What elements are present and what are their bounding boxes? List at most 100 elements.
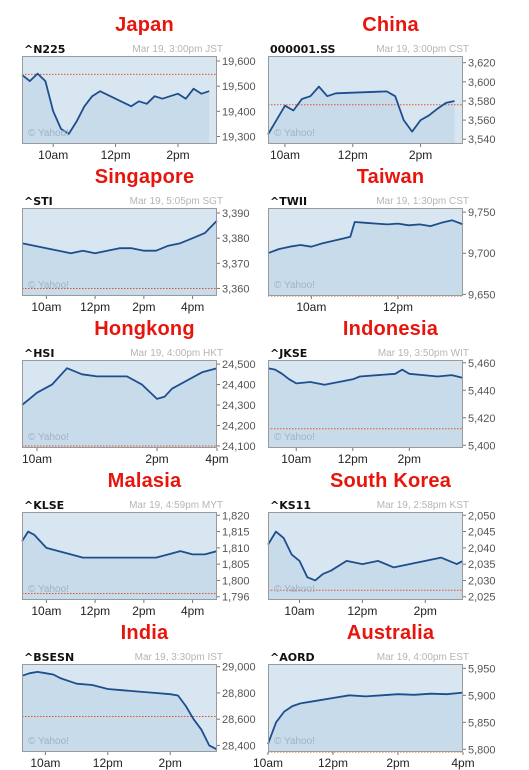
price-series-line — [21, 671, 218, 751]
chart-panel-indonesia[interactable]: Indonesia ^JKSE Mar 19, 3:50pm WIT © Yahoo!… — [267, 316, 513, 466]
line-chart: © Yahoo! 5,460 5,440 5,420 5,400 10am 12pm 2pm — [267, 358, 496, 466]
ticker-symbol: ^TWII — [270, 195, 308, 208]
quote-timestamp: Mar 19, 3:30pm IST — [134, 652, 223, 663]
quote-timestamp: Mar 19, 3:50pm WIT — [377, 348, 469, 359]
x-tick-label: 10am — [31, 604, 61, 618]
y-tick-label: 5,460 — [468, 358, 496, 370]
y-tick-label: 5,950 — [468, 663, 496, 675]
x-tick-label: 2pm — [132, 300, 155, 314]
line-chart: © Yahoo! 2,050 2,045 2,040 2,035 2,030 2,025 10… — [267, 510, 496, 618]
price-series-line — [267, 367, 464, 386]
chart-panel-india[interactable]: India ^BSESN Mar 19, 3:30pm IST © Yahoo! 29,… — [21, 620, 267, 770]
y-tick-label: 19,400 — [222, 106, 256, 118]
plot-border — [22, 512, 217, 600]
area-fill — [268, 220, 463, 296]
price-series-line — [21, 72, 210, 135]
y-tick-label: 5,440 — [468, 385, 496, 397]
yahoo-watermark: © Yahoo! — [274, 280, 315, 291]
country-title: China — [362, 14, 419, 36]
line-chart: © Yahoo! 24,500 24,400 24,300 24,200 24,100 10… — [21, 359, 256, 466]
x-tick-label: 2pm — [132, 604, 155, 618]
chart-panel-malasia[interactable]: Malasia ^KLSE Mar 19, 4:59pm MYT © Yahoo! 1,… — [21, 468, 267, 618]
x-tick-label: 2pm — [414, 604, 437, 618]
y-tick-label: 24,500 — [222, 359, 256, 371]
y-tick-label: 3,580 — [468, 96, 496, 108]
area-fill — [268, 531, 463, 600]
country-title: India — [120, 622, 169, 644]
line-chart: © Yahoo! 29,000 28,800 28,600 28,400 10am 12pm… — [21, 662, 256, 770]
yahoo-watermark: © Yahoo! — [274, 584, 315, 595]
y-tick-label: 2,030 — [468, 575, 496, 587]
chart-panel-japan[interactable]: Japan ^N225 Mar 19, 3:00pm JST © Yahoo! 19,6… — [21, 12, 267, 162]
plot-border — [22, 664, 217, 752]
country-title: Singapore — [94, 166, 195, 188]
plot-border — [22, 56, 217, 144]
quote-timestamp: Mar 19, 4:00pm HKT — [130, 348, 223, 359]
area-fill — [22, 73, 210, 144]
y-tick-label: 3,560 — [468, 115, 496, 127]
country-title: Hongkong — [94, 318, 195, 340]
chart-panel-south-korea[interactable]: South Korea ^KS11 Mar 19, 2:58pm KST © Yaho… — [267, 468, 513, 618]
x-tick-label: 4pm — [451, 756, 474, 770]
y-tick-label: 2,040 — [468, 543, 496, 555]
x-tick-label: 10am — [30, 756, 60, 770]
ticker-symbol: ^HSI — [24, 347, 55, 360]
country-title: Japan — [115, 14, 174, 36]
y-tick-label: 3,600 — [468, 77, 496, 89]
price-series-line — [267, 219, 464, 255]
chart-panel-australia[interactable]: Australia ^AORD Mar 19, 4:00pm EST © Yahoo!… — [253, 620, 513, 770]
y-tick-label: 9,650 — [468, 289, 496, 301]
line-chart: © Yahoo! 1,820 1,815 1,810 1,805 1,800 1,796 10… — [21, 510, 250, 618]
y-tick-label: 19,300 — [222, 131, 256, 143]
quote-timestamp: Mar 19, 3:00pm CST — [376, 44, 469, 55]
x-tick-label: 10am — [38, 148, 68, 162]
y-tick-label: 3,360 — [222, 283, 250, 295]
x-tick-label: 2pm — [159, 756, 182, 770]
x-tick-label: 10am — [22, 452, 52, 466]
y-tick-label: 28,800 — [222, 688, 256, 700]
y-tick-label: 3,390 — [222, 208, 250, 220]
y-tick-label: 28,400 — [222, 740, 256, 752]
yahoo-watermark: © Yahoo! — [28, 432, 69, 443]
y-tick-label: 2,035 — [468, 559, 496, 571]
x-tick-label: 10am — [270, 148, 300, 162]
y-tick-label: 19,500 — [222, 81, 256, 93]
chart-panel-taiwan[interactable]: Taiwan ^TWII Mar 19, 1:30pm CST © Yahoo! 9,7… — [267, 164, 513, 314]
ticker-symbol: ^JKSE — [270, 347, 308, 360]
y-tick-label: 9,750 — [468, 207, 496, 219]
ticker-symbol: ^N225 — [24, 43, 66, 56]
price-series-line — [21, 219, 218, 255]
ticker-symbol: ^BSESN — [24, 651, 75, 664]
x-tick-label: 12pm — [347, 604, 377, 618]
x-tick-label: 12pm — [338, 148, 368, 162]
x-tick-label: 2pm — [409, 148, 432, 162]
y-tick-label: 1,810 — [222, 543, 250, 555]
country-title: Taiwan — [356, 166, 425, 188]
price-series-line — [21, 367, 218, 406]
y-tick-label: 3,540 — [468, 134, 496, 146]
line-chart: © Yahoo! 3,620 3,600 3,580 3,560 3,540 10am 12p… — [267, 56, 496, 162]
x-tick-label: 12pm — [101, 148, 131, 162]
quote-timestamp: Mar 19, 1:30pm CST — [376, 196, 469, 207]
x-tick-label: 12pm — [93, 756, 123, 770]
quote-timestamp: Mar 19, 5:05pm SGT — [129, 196, 223, 207]
y-tick-label: 2,025 — [468, 592, 496, 604]
chart-panel-singapore[interactable]: Singapore ^STI Mar 19, 5:05pm SGT © Yahoo! 3… — [21, 164, 267, 314]
x-tick-label: 10am — [281, 452, 311, 466]
y-tick-label: 1,800 — [222, 575, 250, 587]
yahoo-watermark: © Yahoo! — [274, 432, 315, 443]
ticker-symbol: ^AORD — [270, 651, 315, 664]
y-tick-label: 5,900 — [468, 690, 496, 702]
plot-border — [268, 360, 463, 448]
chart-panel-china[interactable]: China 000001.SS Mar 19, 3:00pm CST © Yahoo!… — [267, 12, 513, 162]
area-fill — [22, 220, 217, 296]
yahoo-watermark: © Yahoo! — [28, 736, 69, 747]
chart-panel-hongkong[interactable]: Hongkong ^HSI Mar 19, 4:00pm HKT © Yahoo! 24… — [21, 316, 267, 466]
plot-border — [268, 512, 463, 600]
y-tick-label: 3,380 — [222, 233, 250, 245]
quote-timestamp: Mar 19, 2:58pm KST — [376, 500, 469, 511]
price-series-line — [21, 530, 218, 559]
y-tick-label: 5,850 — [468, 717, 496, 729]
x-tick-label: 2pm — [166, 148, 189, 162]
area-fill — [268, 692, 463, 752]
